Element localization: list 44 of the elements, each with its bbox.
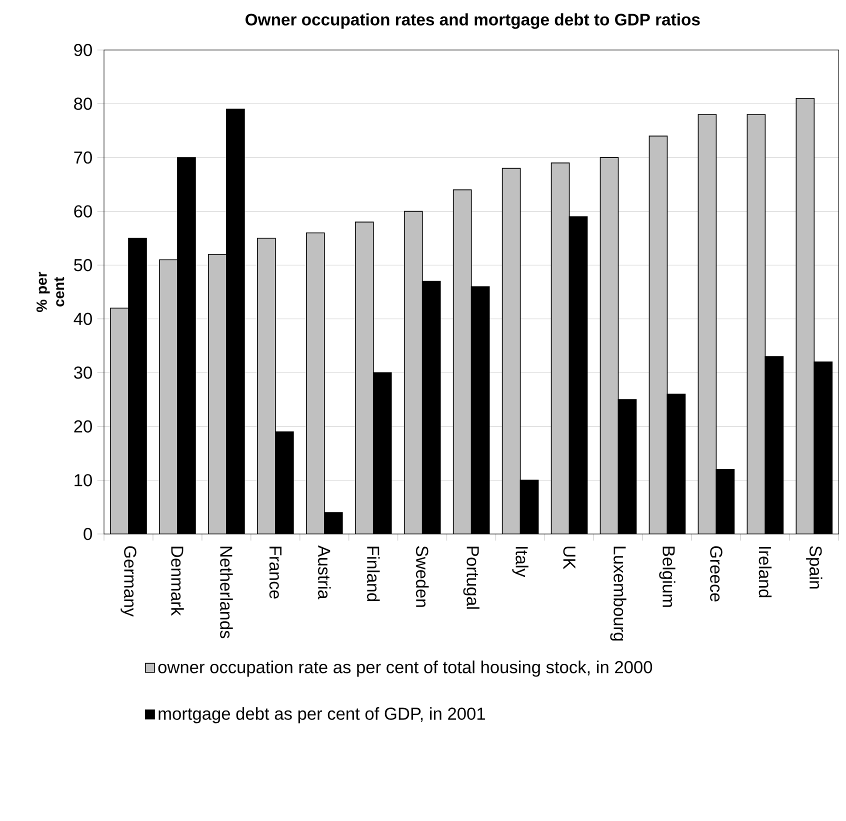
bar xyxy=(306,232,324,534)
bar xyxy=(551,162,570,534)
x-tick-label: France xyxy=(269,546,282,599)
x-tick-label: Netherlands xyxy=(220,546,233,638)
bar xyxy=(600,158,618,534)
bar xyxy=(110,308,128,534)
bar xyxy=(747,114,766,534)
bar xyxy=(159,260,178,534)
y-tick-label: 40 xyxy=(74,312,92,326)
x-tick-label: Luxembourg xyxy=(610,546,626,641)
x-tick-label: Greece xyxy=(710,546,722,602)
y-tick-label: 30 xyxy=(74,366,92,379)
bar xyxy=(649,136,668,534)
y-tick-label: 70 xyxy=(74,151,92,164)
y-tick-label: 0 xyxy=(84,528,92,540)
bar xyxy=(208,254,226,534)
x-tick-label: Austria xyxy=(318,545,331,600)
y-tick-label: 10 xyxy=(74,474,92,486)
bar xyxy=(502,168,520,534)
bar xyxy=(453,190,472,534)
x-tick-label: Germany xyxy=(120,546,136,617)
x-tick-label: UK xyxy=(563,546,576,570)
x-tick-label: Spain xyxy=(806,546,822,589)
bar xyxy=(404,211,422,534)
chart-title: Owner occupation rates and mortgage debt to GDP ratios xyxy=(246,13,700,29)
bar xyxy=(257,238,276,534)
x-tick-label: Portugal xyxy=(463,546,480,609)
bar xyxy=(355,222,374,534)
y-axis-title: % per cent xyxy=(36,272,64,312)
bar xyxy=(796,98,815,534)
bar xyxy=(698,114,716,534)
legend-label: owner occupation rate as per cent of total housing stock, in 2000 xyxy=(158,660,652,677)
y-tick-label: 20 xyxy=(74,420,92,433)
y-tick-label: 80 xyxy=(74,98,92,110)
x-tick-label: Sweden xyxy=(416,546,429,607)
legend-label: mortgage debt as per cent of GDP, in 2001 xyxy=(158,707,485,724)
y-tick-label: 90 xyxy=(74,44,92,56)
x-tick-label: Ireland xyxy=(758,546,772,598)
x-tick-label: Denmark xyxy=(171,546,184,616)
x-tick-label: Italy xyxy=(512,546,528,578)
x-tick-label: Finland xyxy=(367,546,380,602)
x-tick-label: Belgium xyxy=(659,546,676,607)
y-tick-label: 50 xyxy=(74,258,92,272)
y-tick-label: 60 xyxy=(74,205,92,218)
